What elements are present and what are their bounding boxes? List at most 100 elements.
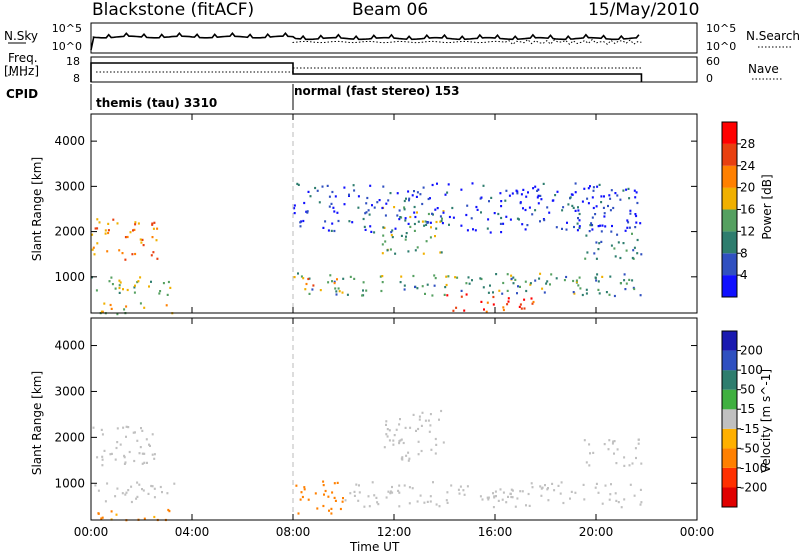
- power-cell-8: [625, 188, 628, 191]
- power-cell-8: [524, 208, 527, 212]
- velocity-cell-5: [429, 424, 432, 427]
- velocity-cell-0: [141, 488, 143, 491]
- velocity-cell-6: [588, 443, 591, 446]
- velocity-cell-1: [122, 426, 125, 429]
- power-cell-8: [539, 194, 542, 197]
- power-cell-8: [629, 209, 632, 212]
- velocity-colorbar-swatch: [722, 409, 737, 429]
- power-cell-6: [413, 229, 416, 232]
- velocity-cell-4: [391, 485, 393, 489]
- power-cell-4: [333, 282, 336, 285]
- power-cell-1: [96, 242, 99, 245]
- velocity-cell-6: [583, 439, 586, 442]
- power-cell-3: [575, 279, 578, 282]
- power-cell-1: [96, 227, 99, 230]
- power-cell-3: [333, 280, 336, 283]
- power-cell-8: [448, 223, 450, 226]
- power-cell-6: [409, 215, 412, 219]
- velocity-cell-6: [611, 442, 614, 445]
- power-cell-8: [576, 229, 579, 232]
- velocity-cell-6: [635, 456, 637, 460]
- power-cell-8: [542, 182, 545, 185]
- power-cell-1: [91, 233, 94, 236]
- power-cell-8: [399, 216, 402, 219]
- power-cell-8: [592, 189, 595, 192]
- power-cell-0: [169, 286, 172, 289]
- velocity-cell-4: [411, 487, 414, 490]
- power-cell-1: [133, 228, 136, 231]
- power-cell-8: [487, 218, 490, 221]
- power-cell-8: [500, 200, 503, 203]
- power-cell-8: [610, 189, 613, 192]
- nsearch-tick-top: 10^5: [706, 22, 736, 35]
- power-cell-3: [444, 286, 447, 289]
- power-cell-8: [504, 199, 507, 202]
- power-cell-3: [498, 289, 501, 292]
- power-cell-8: [343, 203, 346, 206]
- power-cell-0: [159, 290, 162, 293]
- power-cell-8: [603, 195, 605, 198]
- power-cell-0: [133, 291, 136, 294]
- power-cell-3: [596, 273, 599, 276]
- power-colorbar-swatch: [722, 253, 737, 276]
- power-ytick-label: 4000: [54, 134, 85, 148]
- power-cell-8: [444, 193, 447, 196]
- power-cell-6: [405, 235, 407, 238]
- power-cell-8: [429, 221, 432, 224]
- power-cell-7: [610, 244, 613, 247]
- power-cell-8: [293, 212, 296, 215]
- velocity-cell-5: [415, 429, 417, 432]
- power-cell-8: [448, 215, 451, 219]
- velocity-cell-6: [613, 440, 616, 443]
- nave-tick-bottom: 0: [706, 72, 713, 85]
- velocity-cell-6: [608, 439, 611, 442]
- velocity-cell-3: [322, 484, 325, 487]
- power-cell-8: [363, 225, 366, 228]
- power-cell-8: [366, 196, 369, 200]
- velocity-cell-4: [494, 490, 497, 493]
- power-cell-8: [357, 206, 360, 209]
- velocity-cell-6: [616, 448, 619, 451]
- power-cell-7: [598, 242, 601, 245]
- power-cell-3: [353, 277, 356, 280]
- power-cell-8: [333, 229, 336, 233]
- nsky-tick-top: 10^5: [52, 22, 82, 35]
- power-cell-3: [601, 275, 604, 278]
- power-cell-8: [577, 209, 580, 212]
- power-cell-8: [327, 229, 330, 232]
- power-cell-6: [440, 251, 443, 254]
- velocity-cell-3: [324, 489, 327, 493]
- power-cell-4: [338, 290, 341, 293]
- velocity-cell-4: [438, 505, 441, 508]
- power-cell-8: [603, 215, 606, 218]
- velocity-cell-1: [143, 461, 146, 464]
- power-cell-8: [619, 198, 622, 201]
- power-cell-0: [111, 283, 114, 286]
- velocity-cell-4: [617, 501, 620, 504]
- velocity-cell-4: [423, 501, 426, 504]
- velocity-cell-3: [322, 504, 325, 508]
- nave-tick-top: 60: [706, 55, 720, 68]
- power-cell-8: [600, 230, 603, 233]
- power-cell-8: [427, 197, 430, 201]
- velocity-cell-3: [295, 484, 298, 487]
- velocity-cell-4: [509, 492, 512, 495]
- power-cell-8: [554, 194, 557, 197]
- velocity-cell-4: [363, 505, 366, 508]
- velocity-cell-5: [424, 419, 427, 422]
- velocity-cell-5: [434, 452, 437, 455]
- power-cell-8: [373, 231, 376, 234]
- power-cell-8: [465, 213, 468, 217]
- power-cell-8: [414, 215, 417, 219]
- power-cell-8: [408, 199, 410, 202]
- nave-label: Nave: [748, 62, 779, 76]
- velocity-cell-4: [511, 489, 514, 492]
- power-cell-6: [381, 252, 384, 255]
- velocity-cell-4: [562, 501, 565, 505]
- power-cell-6: [407, 250, 410, 253]
- power-cell-3: [433, 274, 436, 277]
- velocity-cell-4: [495, 495, 497, 498]
- station-title: Blackstone (fitACF): [92, 0, 255, 20]
- velocity-cell-0: [127, 489, 130, 492]
- nsearch-trace: [292, 38, 642, 46]
